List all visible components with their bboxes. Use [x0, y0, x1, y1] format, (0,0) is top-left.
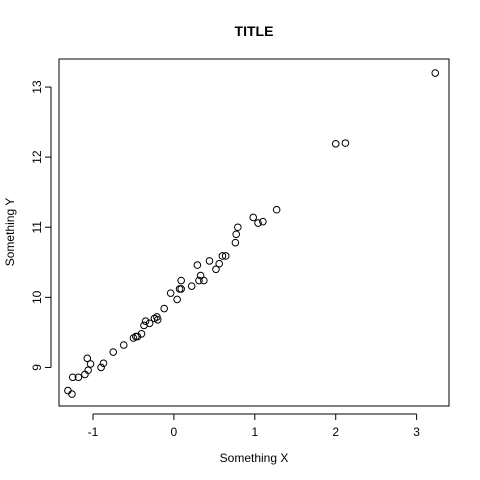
y-tick-label: 13	[30, 80, 44, 94]
data-point	[74, 373, 83, 382]
data-point	[119, 341, 128, 349]
data-point	[259, 217, 267, 226]
data-point	[205, 257, 214, 265]
data-point	[187, 282, 196, 290]
data-point	[68, 390, 76, 398]
data-point	[431, 69, 440, 77]
data-point	[215, 259, 224, 268]
chart-title: TITLE	[235, 23, 274, 39]
x-tick-label: 0	[171, 425, 178, 439]
data-point	[249, 213, 257, 222]
plot-area-frame	[58, 58, 450, 407]
y-axis-label: Something Y	[3, 198, 17, 267]
data-point	[212, 265, 220, 274]
data-point	[166, 289, 175, 297]
data-point	[232, 230, 240, 239]
data-point	[193, 261, 202, 269]
y-axis: 9 10 11 12 13	[30, 80, 52, 371]
x-tick-label: -1	[88, 425, 99, 439]
data-point	[234, 223, 242, 232]
y-tick-label: 10	[30, 290, 44, 304]
data-point	[218, 252, 227, 260]
x-axis-label: Something X	[220, 451, 289, 465]
data-point	[86, 360, 95, 368]
data-point	[153, 315, 162, 324]
data-point	[173, 295, 181, 304]
data-point	[200, 276, 208, 285]
data-point	[221, 252, 230, 260]
x-tick-label: 1	[251, 425, 258, 439]
data-point	[272, 205, 281, 214]
data-point	[177, 285, 185, 293]
data-point	[177, 276, 185, 285]
data-point	[137, 329, 146, 338]
data-point	[97, 363, 105, 372]
x-axis: -1 0 1 2 3	[88, 413, 420, 439]
y-tick-label: 12	[30, 150, 44, 164]
data-point	[83, 354, 92, 363]
data-point	[331, 140, 340, 148]
data-point	[160, 304, 168, 313]
y-tick-label: 9	[30, 364, 44, 371]
data-point	[99, 359, 108, 368]
data-point	[68, 373, 77, 382]
data-point	[109, 348, 118, 356]
y-tick-label: 11	[30, 221, 44, 234]
x-tick-label: 2	[332, 425, 339, 439]
data-point	[145, 319, 154, 328]
data-point	[254, 219, 262, 227]
data-points	[64, 69, 440, 398]
data-point	[341, 139, 350, 147]
data-point	[231, 238, 240, 247]
data-point	[141, 317, 150, 325]
data-point	[84, 366, 92, 375]
x-tick-label: 3	[413, 425, 420, 439]
data-point	[195, 276, 203, 285]
